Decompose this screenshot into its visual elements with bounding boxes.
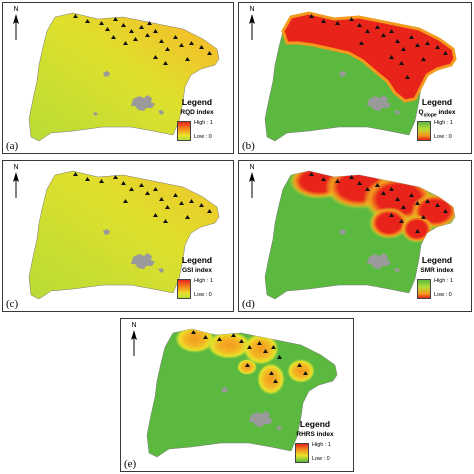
legend-high: High : 1 [312,442,331,448]
legend-low: Low : 0 [194,134,212,140]
panel-label: (e) [124,458,137,470]
legend-color-ramp [417,279,431,299]
legend-index-name: SMR index [420,267,454,274]
legend-color-ramp [295,443,309,463]
legend-high: High : 1 [434,120,453,126]
map-smr [264,170,456,300]
legend-low: Low : 0 [312,456,330,462]
legend: Legend Qslope index High : 1 Low : 0 [405,97,469,147]
map-qslope [264,11,457,142]
map-panel-c: N Legend GSI index High : 1 Low : 0 (c) [2,160,234,312]
legend: Legend RHRS index High : 1 Low : 0 [283,419,347,469]
map-panel-d: N Legend SMR index High : 1 Low : 0 (d) [238,160,472,312]
map-panel-a: N Legend RQD index High : 1 Low : 0 (a) [2,2,234,154]
north-arrow-icon: N [11,164,21,203]
legend: Legend SMR index High : 1 Low : 0 [405,255,469,305]
legend-low: Low : 0 [434,292,452,298]
panel-label: (b) [242,140,255,152]
legend-index-name: GSI index [182,267,212,274]
legend-high: High : 1 [194,120,213,126]
legend-high: High : 1 [194,278,213,284]
legend-index-name: RQD index [180,109,214,116]
legend-title: Legend [181,97,213,107]
landslide-markers [73,14,212,65]
north-arrow-icon: N [129,322,139,361]
legend-color-ramp [177,121,191,141]
map-panel-b: N Legend Qslope index High : 1 Low : 0 (… [238,2,472,154]
map-gsi [28,170,220,300]
legend-title: Legend [421,97,453,107]
north-label: N [131,322,137,329]
north-label: N [13,6,19,13]
panel-label: (d) [242,298,255,310]
legend-color-ramp [417,121,431,141]
legend-title: Legend [181,255,213,265]
legend-index-name: Qslope index [418,109,456,119]
north-arrow-icon: N [247,6,257,45]
north-label: N [249,6,255,13]
legend-title: Legend [421,255,453,265]
panel-label: (c) [6,298,19,310]
legend-title: Legend [299,419,331,429]
legend-low: Low : 0 [194,292,212,298]
north-arrow-icon: N [11,6,21,45]
legend: Legend RQD index High : 1 Low : 0 [165,97,229,147]
legend: Legend GSI index High : 1 Low : 0 [165,255,229,305]
map-rqd [28,12,220,142]
legend-color-ramp [177,279,191,299]
map-panel-e: N Legend RHRS index High : 1 Low : 0 (e) [120,318,354,472]
legend-low: Low : 0 [434,134,452,140]
panel-label: (a) [6,140,19,152]
north-label: N [249,164,255,171]
legend-high: High : 1 [434,278,453,284]
map-rhrs [146,328,338,458]
legend-index-name: RHRS index [296,431,334,438]
north-label: N [13,164,19,171]
north-arrow-icon: N [247,164,257,203]
